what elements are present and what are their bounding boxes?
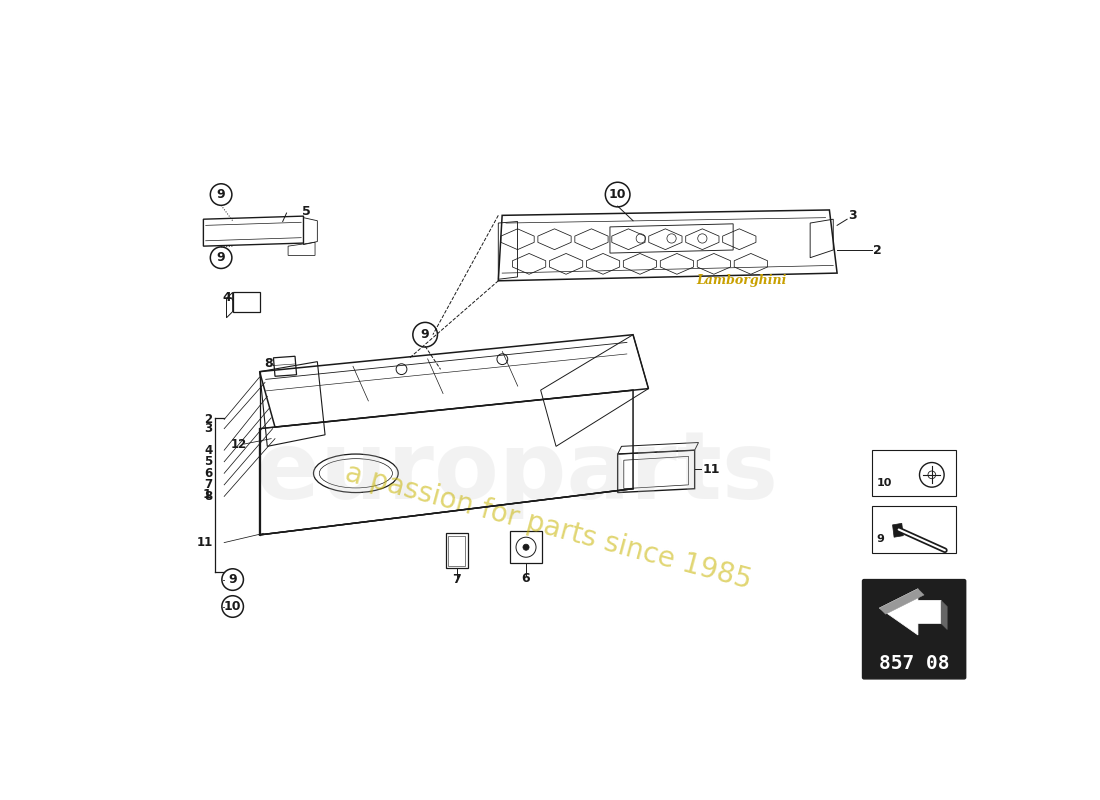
Polygon shape xyxy=(942,600,947,630)
Bar xyxy=(446,534,468,568)
Text: 6: 6 xyxy=(521,572,530,586)
Text: Lamborghini: Lamborghini xyxy=(696,274,788,287)
Text: 3: 3 xyxy=(849,209,857,222)
Bar xyxy=(449,537,465,566)
Bar xyxy=(871,450,957,496)
Text: 9: 9 xyxy=(877,534,884,544)
Text: 7: 7 xyxy=(205,478,212,491)
Text: 10: 10 xyxy=(224,600,241,613)
Text: 857 08: 857 08 xyxy=(879,654,949,673)
Text: 10: 10 xyxy=(609,188,626,201)
Text: 2: 2 xyxy=(205,413,212,426)
Text: 3: 3 xyxy=(205,422,212,435)
Text: 11: 11 xyxy=(197,536,212,549)
Circle shape xyxy=(522,544,529,550)
Polygon shape xyxy=(880,589,924,614)
Bar xyxy=(871,506,957,553)
Text: 4: 4 xyxy=(222,291,231,304)
Text: 9: 9 xyxy=(217,251,226,264)
Polygon shape xyxy=(880,589,942,635)
Text: 5: 5 xyxy=(205,455,212,468)
Text: 4: 4 xyxy=(205,444,212,457)
Text: 7: 7 xyxy=(452,573,461,586)
Text: 8: 8 xyxy=(205,490,212,503)
Text: 6: 6 xyxy=(205,467,212,480)
Text: 2: 2 xyxy=(873,243,882,257)
Text: 1: 1 xyxy=(202,488,211,502)
Text: a passion for parts since 1985: a passion for parts since 1985 xyxy=(342,459,755,595)
Text: 9: 9 xyxy=(421,328,429,341)
Polygon shape xyxy=(892,523,903,538)
Text: 10: 10 xyxy=(877,478,892,487)
Text: 9: 9 xyxy=(229,573,236,586)
Text: 8: 8 xyxy=(264,358,273,370)
Text: 12: 12 xyxy=(230,438,246,450)
Text: 9: 9 xyxy=(217,188,226,201)
Text: 5: 5 xyxy=(301,205,310,218)
Text: europarts: europarts xyxy=(256,427,779,519)
FancyBboxPatch shape xyxy=(862,579,966,679)
Text: 11: 11 xyxy=(703,463,719,476)
